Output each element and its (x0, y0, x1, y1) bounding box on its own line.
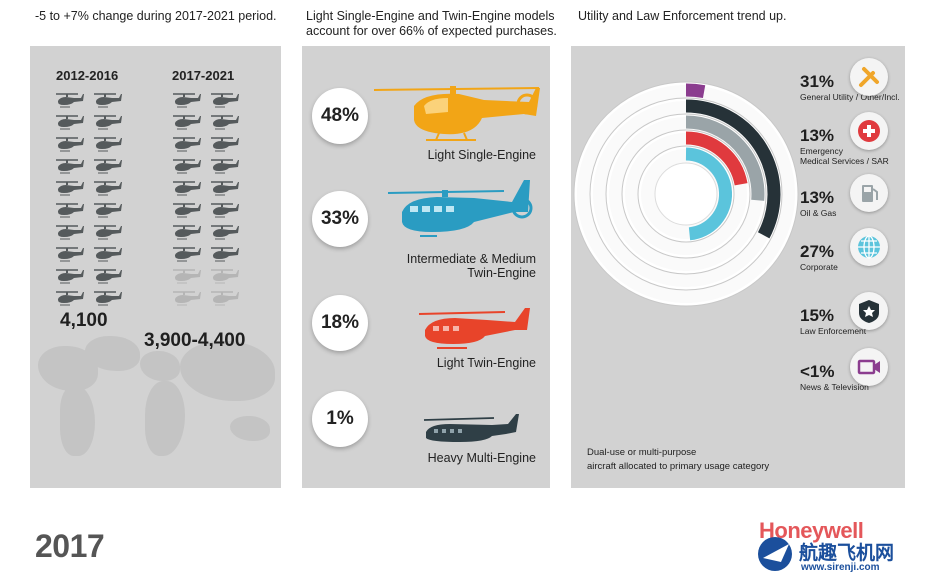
light-single-engine-helicopter-icon (364, 76, 544, 146)
segment-label-intermediate-medium-line1: Intermediate & Medium (407, 252, 536, 266)
category-pct: 13% (800, 188, 834, 208)
watermark-text: 航趣飞机网 (799, 538, 894, 565)
helicopter-pictogram-icon (92, 202, 122, 218)
category-pct: <1% (800, 362, 835, 382)
helicopter-grid-2012-2016 (54, 92, 134, 302)
helicopter-pictogram-icon (171, 290, 201, 306)
helicopter-pictogram-icon (171, 158, 201, 174)
helicopter-pictogram-icon (171, 180, 201, 196)
helicopter-pictogram-icon (92, 92, 122, 108)
helicopter-pictogram-icon (54, 136, 84, 152)
allocation-note-line2: aircraft allocated to primary usage cate… (587, 460, 769, 474)
caption-segments-line1: Light Single-Engine and Twin-Engine mode… (306, 9, 557, 24)
segment-pct-intermediate-medium: 33% (312, 191, 368, 247)
helicopter-pictogram-icon (209, 224, 239, 240)
police-badge-icon (850, 292, 888, 330)
category-pct: 27% (800, 242, 834, 262)
category-name-line2: Medical Services / SAR (800, 157, 889, 167)
allocation-note-line1: Dual-use or multi-purpose (587, 446, 769, 460)
helicopter-pictogram-icon (54, 202, 84, 218)
helicopter-pictogram-icon (92, 114, 122, 130)
helicopter-pictogram-icon (54, 92, 84, 108)
caption-segments: Light Single-Engine and Twin-Engine mode… (306, 9, 557, 39)
allocation-note: Dual-use or multi-purpose aircraft alloc… (587, 446, 769, 474)
usage-category-panel: 31% General Utility / Other/Incl. 13% Emerg… (571, 46, 905, 488)
segment-pct-light-twin: 18% (312, 295, 368, 351)
helicopter-pictogram-icon (209, 92, 239, 108)
segment-label-light-twin: Light Twin-Engine (437, 356, 536, 370)
helicopter-pictogram-icon (209, 290, 239, 306)
helicopter-pictogram-icon (209, 136, 239, 152)
helicopter-pictogram-icon (54, 268, 84, 284)
category-pct: 31% (800, 72, 834, 92)
caption-fleet-change: -5 to +7% change during 2017-2021 period… (35, 9, 277, 24)
segment-label-intermediate-medium: Intermediate & Medium Twin-Engine (407, 252, 536, 280)
helicopter-pictogram-icon (54, 246, 84, 262)
caption-usage-trend: Utility and Law Enforcement trend up. (578, 9, 786, 24)
helicopter-pictogram-icon (54, 224, 84, 240)
caption-segments-line2: account for over 66% of expected purchas… (306, 24, 557, 39)
segment-label-heavy-multi: Heavy Multi-Engine (428, 451, 536, 465)
fleet-forecast-panel: 2012-2016 2017-2021 4,100 3,900-4,400 (30, 46, 281, 488)
helicopter-pictogram-icon (209, 180, 239, 196)
period-label-2017-2021: 2017-2021 (172, 68, 234, 83)
watermark-url: www.sirenji.com (801, 562, 880, 573)
helicopter-pictogram-icon (92, 268, 122, 284)
helicopter-pictogram-icon (209, 268, 239, 284)
helicopter-pictogram-icon (171, 224, 201, 240)
helicopter-pictogram-icon (209, 114, 239, 130)
helicopter-pictogram-icon (171, 136, 201, 152)
helicopter-pictogram-icon (171, 114, 201, 130)
tools-icon (850, 58, 888, 96)
helicopter-pictogram-icon (171, 246, 201, 262)
light-twin-engine-helicopter-icon (417, 304, 537, 350)
helicopter-pictogram-icon (171, 202, 201, 218)
category-name-line1: Oil & Gas (800, 209, 836, 219)
category-pct: 15% (800, 306, 834, 326)
helicopter-pictogram-icon (209, 158, 239, 174)
segment-label-intermediate-medium-line2: Twin-Engine (407, 266, 536, 280)
watermark-logo-icon (755, 532, 797, 576)
helicopter-pictogram-icon (92, 136, 122, 152)
usage-ring-arc (686, 90, 704, 92)
helicopter-pictogram-icon (92, 246, 122, 262)
twin-engine-helicopter-icon (382, 176, 542, 241)
helicopter-pictogram-icon (54, 180, 84, 196)
segment-pct-heavy-multi: 1% (312, 391, 368, 447)
helicopter-pictogram-icon (92, 158, 122, 174)
category-name-line1: Corporate (800, 263, 838, 273)
fleet-value-2012-2016: 4,100 (60, 310, 108, 332)
helicopter-pictogram-icon (54, 290, 84, 306)
helicopter-pictogram-icon (209, 246, 239, 262)
helicopter-pictogram-icon (92, 290, 122, 306)
helicopter-pictogram-icon (54, 158, 84, 174)
segment-pct-light-single: 48% (312, 88, 368, 144)
globe-icon (850, 228, 888, 266)
helicopter-grid-2017-2021 (171, 92, 251, 302)
fleet-value-2017-2021: 3,900-4,400 (144, 330, 245, 352)
period-label-2012-2016: 2012-2016 (56, 68, 118, 83)
category-pct: 13% (800, 126, 834, 146)
helicopter-pictogram-icon (92, 224, 122, 240)
usage-ring-chart (571, 66, 801, 326)
helicopter-pictogram-icon (171, 92, 201, 108)
helicopter-pictogram-icon (92, 180, 122, 196)
helicopter-pictogram-icon (171, 268, 201, 284)
brand-logo: Honeywell 航趣飞机网 www.sirenji.com (755, 518, 910, 578)
report-year: 2017 (35, 528, 104, 565)
category-name: Corporate (800, 263, 838, 273)
medical-cross-icon (850, 112, 888, 150)
helicopter-pictogram-icon (209, 202, 239, 218)
segment-share-panel: 48% Light Single-Engine 33% Intermediate… (302, 46, 550, 488)
category-name: Oil & Gas (800, 209, 836, 219)
helicopter-pictogram-icon (54, 114, 84, 130)
segment-label-light-single: Light Single-Engine (428, 148, 536, 162)
video-camera-icon (850, 348, 888, 386)
fuel-pump-icon (850, 174, 888, 212)
heavy-multi-engine-helicopter-icon (420, 412, 520, 446)
